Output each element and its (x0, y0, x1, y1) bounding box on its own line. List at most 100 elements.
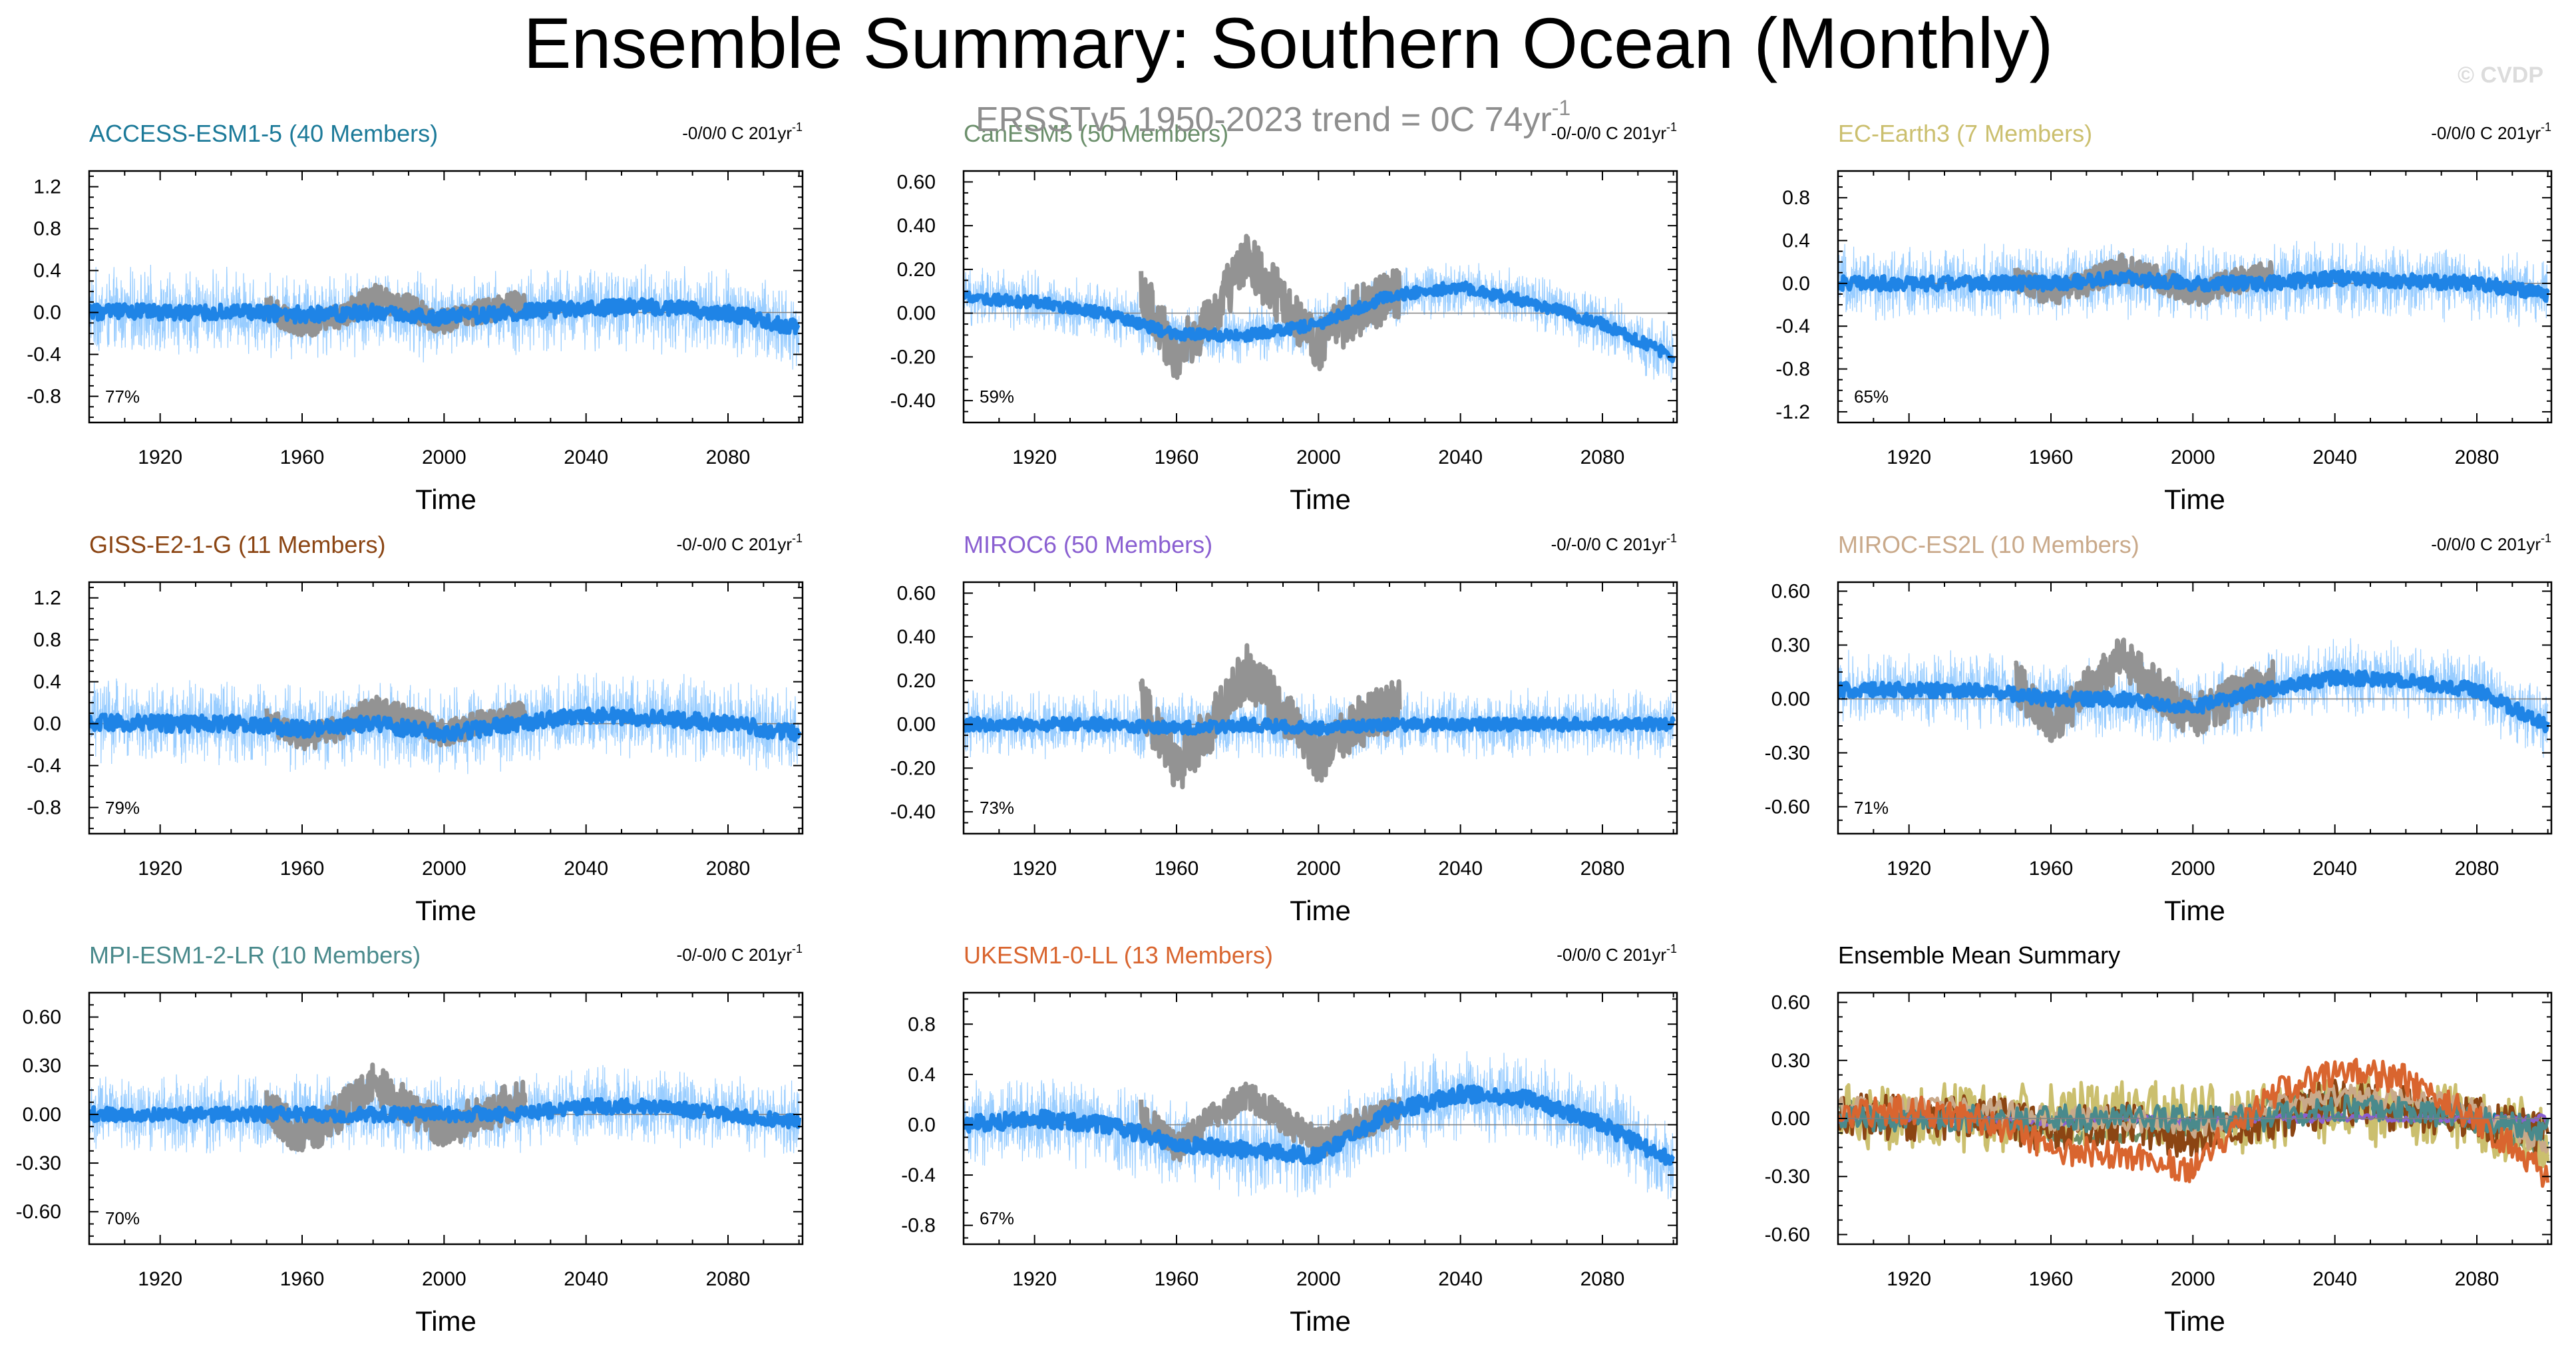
plot-area (964, 1051, 1677, 1200)
y-tick-label: 0.60 (897, 582, 936, 604)
x-tick-label: 1960 (280, 858, 325, 880)
percent-label: 79% (105, 798, 140, 818)
y-tick-label: -0.4 (1775, 315, 1810, 337)
y-tick-label: 0.00 (1771, 1108, 1810, 1130)
ensemble-mean-line (964, 280, 1676, 363)
panel-mpi: 1920 1960 2000 2040 2080 -0.60 -0.30 0.00 0.30 0.… (16, 941, 804, 1337)
y-tick-label: -0.4 (27, 344, 61, 366)
panel-frame (962, 170, 1678, 424)
trend-label: -0/-0/0 C 201yr-1 (1551, 532, 1677, 554)
x-axis-label: Time (2164, 1305, 2225, 1337)
y-tick-label: 0.4 (33, 671, 61, 693)
x-tick-label: 2080 (1580, 446, 1625, 468)
x-tick-label: 2000 (422, 1268, 466, 1290)
y-tick-label: -0.60 (1765, 1224, 1810, 1246)
y-tick-label: 0.40 (897, 215, 936, 237)
panel-frame (1837, 581, 2553, 835)
x-tick-label: 2080 (2455, 1268, 2499, 1290)
x-tick-label: 2040 (564, 446, 608, 468)
trend-text: -0/0/0 C 201yr (2431, 534, 2541, 554)
y-tick-label: -0.30 (16, 1152, 61, 1174)
x-tick-label: 2040 (1438, 1268, 1483, 1290)
x-tick-label: 1920 (1012, 1268, 1057, 1290)
y-tick-label: 0.00 (897, 714, 936, 736)
x-tick-label: 1960 (280, 446, 325, 468)
ensemble-mean-line (89, 706, 802, 744)
panel-access: 1920 1960 2000 2040 2080 -0.8 -0.4 0.0 0.4 0.8 1.2… (27, 120, 804, 515)
ensemble-mean-line (964, 715, 1676, 737)
plot-area (89, 673, 803, 774)
x-tick-label: 1960 (2029, 858, 2074, 880)
panel-mirocesl: 1920 1960 2000 2040 2080 -0.60 -0.30 0.00 0.30 0.… (1765, 531, 2553, 926)
y-tick-label: 0.0 (1782, 273, 1810, 295)
panel-summary: 1920 1960 2000 2040 2080 -0.60 -0.30 0.00 0.30 0.… (1765, 941, 2553, 1337)
y-tick-label: 0.60 (1771, 581, 1810, 603)
x-tick-label: 1920 (138, 858, 182, 880)
series-line-UKESM1-0-LL (1838, 1057, 2550, 1188)
y-tick-label: 0.0 (33, 302, 61, 324)
percent-label: 77% (105, 387, 140, 407)
x-tick-label: 1920 (1887, 858, 1931, 880)
panel-frame (88, 581, 804, 835)
trend-sup: -1 (2541, 120, 2551, 134)
x-tick-label: 1960 (1155, 858, 1199, 880)
trend-sup: -1 (1666, 120, 1677, 134)
panel-frame (1837, 170, 2553, 424)
percent-label: 73% (980, 798, 1014, 818)
x-tick-label: 1920 (1887, 1268, 1931, 1290)
percent-label: 59% (980, 387, 1014, 407)
x-tick-label: 2000 (1296, 858, 1341, 880)
trend-label: -0/0/0 C 201yr-1 (2431, 120, 2551, 143)
x-tick-label: 1920 (1012, 446, 1057, 468)
y-tick-label: -1.2 (1775, 401, 1810, 423)
y-tick-label: -0.20 (890, 757, 936, 779)
panel-title: UKESM1-0-LL (13 Members) (964, 941, 1273, 969)
y-tick-label: 0.8 (1782, 187, 1810, 209)
panel-frame (88, 991, 804, 1246)
y-tick-label: -0.60 (16, 1201, 61, 1223)
x-tick-label: 2040 (1438, 858, 1483, 880)
panel-grid: 1920 1960 2000 2040 2080 -0.8 -0.4 0.0 0.4 0.8 1.2… (16, 120, 2553, 1337)
trend-text: -0/-0/0 C 201yr (1551, 534, 1667, 554)
x-tick-label: 1960 (1155, 446, 1199, 468)
panel-title: CanESM5 (50 Members) (964, 120, 1228, 147)
y-tick-label: 0.60 (23, 1007, 61, 1029)
y-tick-label: 0.20 (897, 670, 936, 692)
y-tick-label: 0.30 (23, 1055, 61, 1077)
x-axis-label: Time (2164, 484, 2225, 515)
x-tick-label: 1920 (1887, 446, 1931, 468)
y-tick-label: -0.30 (1765, 743, 1810, 764)
ensemble-mean-line (1838, 269, 2550, 303)
panel-title: MPI-ESM1-2-LR (10 Members) (89, 941, 421, 969)
trend-text: -0/0/0 C 201yr (682, 123, 792, 143)
trend-text: -0/-0/0 C 201yr (1551, 123, 1667, 143)
obs-trend-label: ERSSTv5 1950-2023 trend = 0C 74yr-1 (976, 96, 1570, 139)
obs-trend-text: ERSSTv5 1950-2023 trend = 0C 74yr (976, 100, 1552, 139)
y-tick-label: 0.8 (33, 629, 61, 651)
plot-area (89, 264, 803, 370)
y-tick-label: 0.4 (33, 260, 61, 282)
x-tick-label: 2000 (2171, 446, 2215, 468)
plot-area (1838, 637, 2551, 758)
y-tick-label: -0.4 (901, 1164, 936, 1186)
x-tick-label: 2000 (2171, 858, 2215, 880)
panel-title: GISS-E2-1-G (11 Members) (89, 531, 385, 558)
plot-area (89, 1062, 803, 1158)
trend-sup: -1 (792, 532, 803, 545)
y-tick-label: 0.40 (897, 626, 936, 648)
y-tick-label: 0.4 (908, 1064, 936, 1086)
x-tick-label: 2080 (1580, 1268, 1625, 1290)
x-tick-label: 2040 (564, 1268, 608, 1290)
x-tick-label: 2000 (2171, 1268, 2215, 1290)
x-axis-label: Time (1290, 484, 1351, 515)
x-axis-label: Time (415, 895, 476, 926)
panel-frame (88, 170, 804, 424)
y-tick-label: -0.20 (890, 346, 936, 368)
y-tick-label: 0.30 (1771, 635, 1810, 657)
ensemble-mean-line (89, 297, 801, 335)
trend-label: -0/-0/0 C 201yr-1 (677, 942, 803, 965)
y-tick-label: 0.30 (1771, 1050, 1810, 1072)
x-tick-label: 2080 (706, 446, 751, 468)
panel-title: ACCESS-ESM1-5 (40 Members) (89, 120, 438, 147)
